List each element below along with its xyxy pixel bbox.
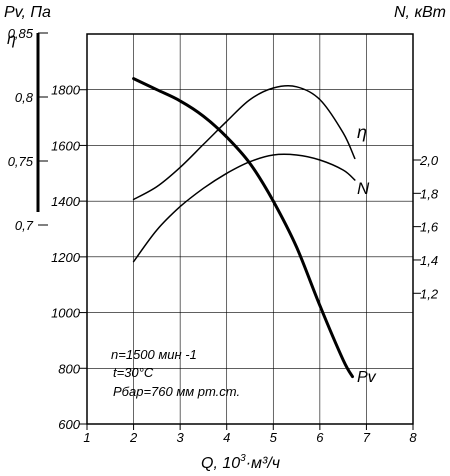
annotation-pressure: Pбар=760 мм рт.ст. xyxy=(113,384,240,399)
curve-label-pv: Pv xyxy=(357,369,377,386)
pv-axis-title: Pv, Па xyxy=(4,4,51,21)
series-line-n xyxy=(132,153,356,263)
x-tick-label: 2 xyxy=(129,430,138,445)
n-tick-label: 2,0 xyxy=(419,153,439,168)
annotation-temperature: t=30°C xyxy=(113,365,154,380)
series-line-eta xyxy=(132,84,356,201)
q-axis-title-rest: ·м³/ч xyxy=(246,455,280,472)
pv-tick-label: 1400 xyxy=(51,194,81,209)
eta-axis-title: η xyxy=(7,31,16,48)
x-tick-label: 3 xyxy=(177,430,185,445)
pv-tick-label: 1600 xyxy=(51,138,81,153)
n-tick-label: 1,2 xyxy=(420,286,439,301)
n-tick-label: 1,4 xyxy=(420,253,438,268)
n-tick-label: 1,6 xyxy=(420,220,439,235)
q-axis-title-base: Q, 10 xyxy=(201,455,240,472)
eta-tick-label: 0,75 xyxy=(8,154,34,169)
x-tick-label: 5 xyxy=(270,430,278,445)
x-tick-label: 4 xyxy=(223,430,230,445)
q-axis-title: Q, 103·м³/ч xyxy=(201,453,280,472)
curve-label-n: N xyxy=(357,179,370,198)
pv-tick-label: 1200 xyxy=(51,250,81,265)
pv-tick-label: 800 xyxy=(58,361,80,376)
x-tick-label: 6 xyxy=(316,430,324,445)
plot-frame xyxy=(86,33,414,425)
n-axis-title: N, кВт xyxy=(394,4,446,21)
curve-label-eta: η xyxy=(357,122,367,142)
pv-tick-label: 1800 xyxy=(51,83,81,98)
n-tick-label: 1,8 xyxy=(420,186,439,201)
series-lines xyxy=(132,77,356,379)
annotation-speed: n=1500 мин -1 xyxy=(111,347,197,362)
series-line-pv xyxy=(132,77,354,379)
axis-ticks: 1 2 3 4 5 6 7 8 600 800 1000 1200 1400 1600 1800 0,7 0,7… xyxy=(8,26,439,445)
x-tick-label: 8 xyxy=(409,430,417,445)
eta-tick-label: 0,8 xyxy=(15,90,34,105)
x-tick-label: 7 xyxy=(363,430,371,445)
x-tick-label: 1 xyxy=(83,430,90,445)
pv-tick-label: 1000 xyxy=(51,306,81,321)
eta-tick-label: 0,7 xyxy=(15,218,34,233)
annotation-speed-text: n=1500 мин -1 xyxy=(111,347,197,362)
eta-tick-label: 0,85 xyxy=(8,26,34,41)
pv-tick-label: 600 xyxy=(58,417,80,432)
q-axis-title-exp: 3 xyxy=(240,453,246,464)
